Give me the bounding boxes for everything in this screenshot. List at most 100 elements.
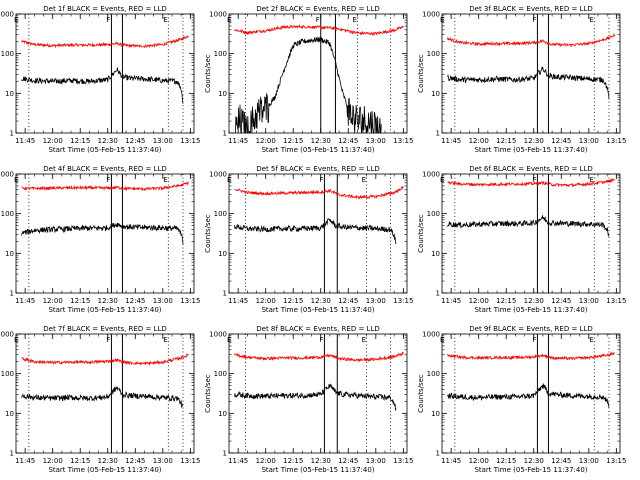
- event-marker-label: E: [352, 16, 356, 24]
- event-marker-label: E: [163, 336, 167, 344]
- event-marker-label: E: [589, 176, 593, 184]
- x-tick-label: 13:00: [153, 297, 173, 305]
- y-tick-label: 1000: [422, 331, 440, 339]
- y-tick-label: 1000: [422, 11, 440, 19]
- lld-series-line: [234, 186, 404, 200]
- y-tick-label: 10: [431, 90, 440, 98]
- x-tick-label: 13:15: [180, 457, 200, 465]
- plot-frame: [15, 173, 195, 294]
- y-tick-label: 10: [5, 410, 14, 418]
- y-tick-label: 1: [223, 290, 227, 298]
- x-tick-label: 12:15: [496, 457, 516, 465]
- y-tick-label: 1000: [209, 331, 227, 339]
- x-tick-label: 12:45: [551, 297, 571, 305]
- x-tick-label: 13:15: [393, 137, 413, 145]
- x-tick-label: 12:15: [283, 457, 303, 465]
- x-tick-label: 13:00: [579, 457, 599, 465]
- x-tick-label: 13:00: [153, 137, 173, 145]
- y-tick-label: 10: [218, 410, 227, 418]
- y-tick-label: 1000: [209, 171, 227, 179]
- x-tick-label: 13:15: [606, 137, 626, 145]
- y-tick-label: 1: [10, 130, 14, 138]
- x-tick-label: 11:45: [228, 297, 248, 305]
- lld-series-line: [21, 35, 189, 49]
- x-tick-label: 12:15: [283, 137, 303, 145]
- y-axis-label: Counts/sec: [417, 54, 425, 93]
- x-tick-label: 12:00: [43, 137, 63, 145]
- chart-title: Det 3f BLACK = Events, RED = LLD: [469, 5, 592, 13]
- x-tick-label: 13:15: [606, 297, 626, 305]
- x-axis-label: Start Time (05-Feb-15 11:37:40): [261, 306, 374, 314]
- y-tick-label: 100: [214, 370, 227, 378]
- x-tick-label: 12:30: [311, 457, 331, 465]
- plot-frame: [441, 13, 621, 134]
- event-marker-label: F: [532, 176, 536, 184]
- y-tick-label: 100: [1, 50, 14, 58]
- y-tick-label: 1000: [422, 171, 440, 179]
- y-tick-label: 100: [214, 50, 227, 58]
- x-tick-label: 12:00: [256, 137, 276, 145]
- x-tick-label: 13:15: [393, 457, 413, 465]
- x-tick-label: 13:15: [393, 297, 413, 305]
- lld-series-line: [21, 353, 189, 366]
- x-tick-label: 13:00: [366, 137, 386, 145]
- x-tick-label: 11:45: [441, 297, 461, 305]
- chart-title: Det 1f BLACK = Events, RED = LLD: [43, 5, 166, 13]
- y-tick-label: 10: [431, 410, 440, 418]
- plot-frame: [228, 333, 408, 454]
- event-marker-label: E: [589, 336, 593, 344]
- x-tick-label: 12:15: [70, 457, 90, 465]
- x-tick-label: 12:00: [469, 457, 489, 465]
- x-tick-label: 11:45: [15, 297, 35, 305]
- event-marker-label: F: [316, 16, 320, 24]
- events-series-line: [21, 385, 184, 409]
- x-tick-label: 12:30: [311, 137, 331, 145]
- x-tick-label: 12:30: [98, 137, 118, 145]
- x-tick-label: 13:15: [606, 457, 626, 465]
- x-tick-label: 12:15: [496, 137, 516, 145]
- events-series-line: [447, 382, 610, 408]
- events-series-line: [234, 36, 382, 135]
- x-tick-label: 12:45: [551, 137, 571, 145]
- x-tick-label: 11:45: [228, 137, 248, 145]
- x-tick-label: 12:00: [256, 457, 276, 465]
- x-tick-label: 12:00: [43, 457, 63, 465]
- y-tick-label: 10: [5, 250, 14, 258]
- x-tick-label: 12:45: [551, 457, 571, 465]
- event-marker-label: E: [362, 176, 366, 184]
- x-tick-label: 12:00: [469, 137, 489, 145]
- event-marker-label: E: [589, 16, 593, 24]
- y-tick-label: 1: [10, 450, 14, 458]
- lld-series-line: [234, 24, 404, 37]
- x-axis-label: Start Time (05-Feb-15 11:37:40): [261, 146, 374, 154]
- x-tick-label: 12:45: [338, 297, 358, 305]
- y-tick-label: 1: [436, 290, 440, 298]
- lld-series-line: [21, 181, 189, 192]
- x-tick-label: 13:00: [579, 297, 599, 305]
- y-tick-label: 100: [427, 210, 440, 218]
- lld-series-line: [447, 32, 615, 48]
- y-tick-label: 1000: [0, 331, 14, 339]
- event-marker-label: F: [532, 16, 536, 24]
- y-tick-label: 100: [427, 370, 440, 378]
- x-tick-label: 12:00: [256, 297, 276, 305]
- y-tick-label: 1: [223, 450, 227, 458]
- chart-title: Det 6f BLACK = Events, RED = LLD: [469, 165, 592, 173]
- y-tick-label: 1: [436, 130, 440, 138]
- y-axis-label: Counts/sec: [417, 374, 425, 413]
- x-axis-label: Start Time (05-Feb-15 11:37:40): [48, 306, 161, 314]
- x-tick-label: 13:00: [153, 457, 173, 465]
- x-tick-label: 12:30: [98, 457, 118, 465]
- chart-title: Det 5f BLACK = Events, RED = LLD: [256, 165, 379, 173]
- lld-series-line: [447, 177, 615, 188]
- event-marker-label: F: [106, 176, 110, 184]
- lld-series-line: [234, 351, 404, 363]
- x-tick-label: 12:15: [283, 297, 303, 305]
- x-tick-label: 12:30: [524, 457, 544, 465]
- y-axis-label: Counts/sec: [417, 214, 425, 253]
